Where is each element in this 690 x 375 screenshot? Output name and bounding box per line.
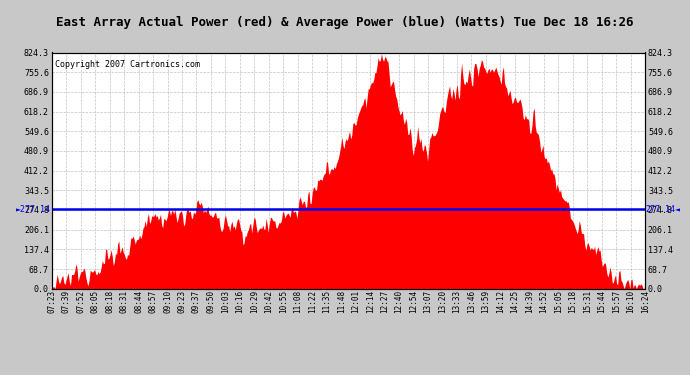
Text: 277.14◄: 277.14◄ xyxy=(646,205,681,214)
Text: ►277.14: ►277.14 xyxy=(16,205,51,214)
Text: Copyright 2007 Cartronics.com: Copyright 2007 Cartronics.com xyxy=(55,60,199,69)
Text: East Array Actual Power (red) & Average Power (blue) (Watts) Tue Dec 18 16:26: East Array Actual Power (red) & Average … xyxy=(57,16,633,29)
